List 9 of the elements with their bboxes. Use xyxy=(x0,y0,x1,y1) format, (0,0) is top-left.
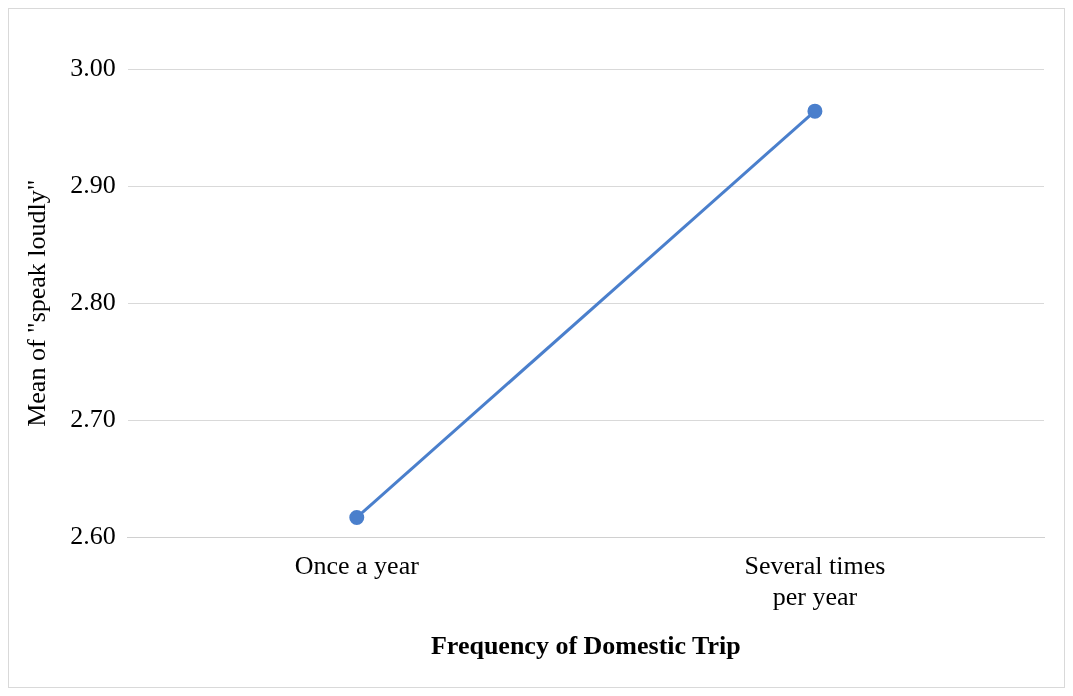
y-tick-label: 2.90 xyxy=(70,169,116,199)
y-tick-label: 2.60 xyxy=(70,521,116,551)
x-axis-title: Frequency of Domestic Trip xyxy=(430,631,741,661)
y-axis-title: Mean of "speak loudly" xyxy=(22,179,52,427)
y-tick-label: 3.00 xyxy=(70,52,116,82)
y-tick-label: 2.80 xyxy=(70,287,116,317)
y-tick-label: 2.70 xyxy=(70,404,116,434)
x-tick-label: Once a year xyxy=(294,550,420,580)
x-tick-label: Several times per year xyxy=(744,550,886,612)
